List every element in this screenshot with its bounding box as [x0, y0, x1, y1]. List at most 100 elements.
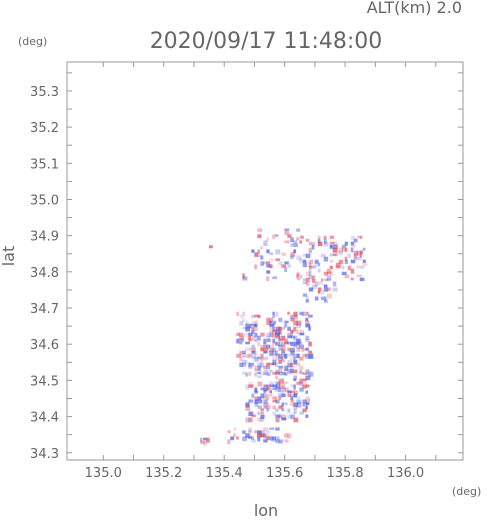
wind-cell [200, 437, 203, 442]
wind-cell [341, 265, 345, 270]
wind-cell [281, 384, 286, 390]
wind-cell [296, 347, 300, 352]
wind-cell [305, 296, 309, 301]
wind-cell [278, 387, 282, 393]
wind-cell [308, 350, 313, 354]
wind-cell [278, 439, 283, 444]
wind-cell [296, 341, 300, 346]
wind-cell [263, 396, 268, 400]
wind-cell [302, 378, 307, 382]
wind-cell [266, 276, 269, 282]
wind-cell [323, 235, 327, 240]
y-tick-label: 34.5 [30, 374, 59, 389]
wind-cell [269, 390, 272, 394]
wind-cell [242, 311, 246, 317]
wind-cell [341, 247, 347, 252]
wind-cell [248, 430, 252, 434]
wind-cell [266, 344, 270, 349]
wind-cell [305, 405, 308, 410]
wind-cell [305, 369, 310, 375]
wind-cell [290, 335, 296, 339]
wind-cell [278, 261, 283, 266]
wind-cell [278, 359, 282, 364]
wind-cell [281, 371, 286, 376]
x-tick-label: 135.8 [326, 466, 363, 481]
wind-cell [326, 278, 332, 282]
y-tick-label: 34.6 [30, 338, 59, 353]
wind-cell [296, 399, 302, 404]
wind-cell [257, 411, 260, 416]
wind-cell [284, 323, 287, 328]
wind-cell [350, 259, 356, 264]
x-tick-label: 135.6 [266, 466, 303, 481]
wind-cell [272, 329, 277, 333]
wind-cell [245, 384, 249, 390]
wind-cell [311, 284, 317, 290]
wind-cell [284, 433, 289, 438]
wind-cell [272, 436, 276, 441]
wind-cell [275, 384, 281, 389]
wind-cell [308, 247, 312, 253]
wind-cell [332, 247, 338, 253]
wind-cell [272, 314, 276, 319]
wind-cell [293, 402, 298, 408]
wind-cell [299, 341, 303, 346]
wind-cell [245, 408, 251, 411]
wind-cell [254, 326, 258, 332]
wind-cell [257, 399, 263, 404]
wind-cell [263, 365, 267, 369]
wind-cell [299, 369, 302, 374]
wind-cell [296, 277, 301, 281]
wind-cell [266, 405, 271, 409]
wind-cell [269, 317, 274, 322]
wind-cell [272, 234, 276, 240]
wind-cell [245, 433, 250, 439]
wind-cell [269, 252, 274, 255]
wind-cell [281, 359, 285, 363]
wind-cell [242, 326, 245, 330]
wind-cell [284, 341, 289, 345]
wind-cell [260, 344, 264, 349]
wind-cell [290, 314, 293, 319]
wind-cell [293, 243, 298, 248]
wind-cell [287, 368, 292, 374]
wind-cell [260, 246, 263, 250]
wind-cell [266, 338, 271, 342]
wind-cell [287, 353, 291, 357]
wind-cell [272, 326, 275, 332]
wind-cell [242, 436, 247, 442]
wind-cell [308, 274, 312, 280]
wind-cell [281, 417, 287, 421]
y-tick-label: 34.7 [30, 302, 59, 317]
wind-cell [350, 244, 356, 248]
y-tick-label: 35.2 [30, 121, 59, 136]
wind-cell [296, 396, 301, 399]
wind-cell [296, 273, 300, 278]
wind-cell [263, 356, 269, 360]
wind-cell [248, 427, 252, 432]
wind-cell [329, 244, 333, 249]
wind-cell [245, 341, 250, 345]
wind-cell [278, 371, 282, 376]
wind-cell [323, 284, 328, 288]
x-tick-label: 135.4 [206, 466, 243, 481]
wind-cell [260, 393, 265, 399]
wind-cell [302, 353, 308, 358]
wind-cell [269, 264, 273, 269]
wind-cell [275, 408, 279, 412]
wind-cell [251, 436, 255, 440]
wind-cell [272, 399, 277, 403]
wind-cell [305, 375, 311, 381]
wind-cell [293, 384, 296, 390]
wind-cell [263, 243, 268, 246]
wind-cell [269, 393, 273, 397]
wind-cell [317, 238, 321, 244]
wind-cell [251, 439, 256, 443]
wind-cell [257, 362, 261, 367]
wind-cell [251, 249, 255, 253]
wind-cell [362, 247, 366, 251]
wind-cell [260, 372, 265, 376]
wind-cell [227, 439, 231, 445]
wind-cell [281, 408, 285, 412]
